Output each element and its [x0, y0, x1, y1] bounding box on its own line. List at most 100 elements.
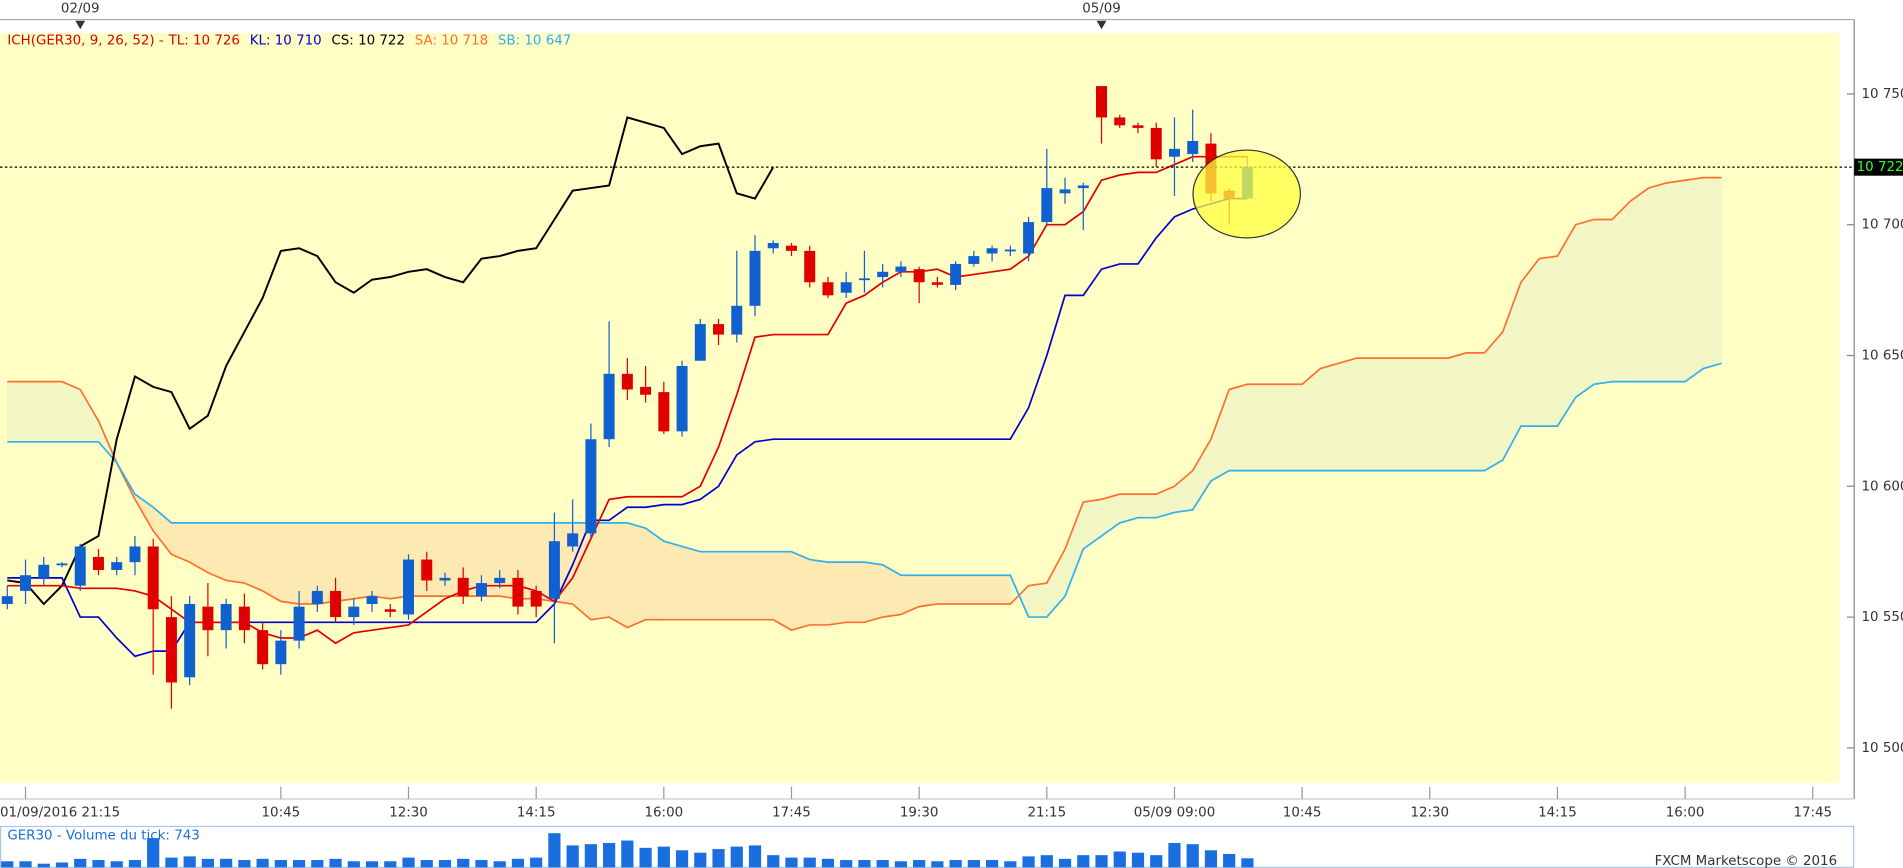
y-tick-label: 10 500	[1862, 741, 1903, 756]
cloud-segment	[1247, 383, 1266, 471]
indicator-line	[7, 362, 1722, 618]
volume-bar	[840, 860, 853, 868]
x-tick-label: 10:45	[262, 805, 301, 820]
candle-body	[767, 243, 779, 249]
volume-bar	[913, 860, 926, 868]
x-tick-label: 14:15	[1538, 805, 1577, 820]
volume-bar	[985, 860, 999, 868]
cloud-segment	[1684, 177, 1704, 383]
cloud-segment	[699, 551, 719, 621]
volume-bar	[128, 860, 142, 868]
cloud-segment	[225, 522, 245, 584]
candle-body	[457, 577, 469, 597]
candle-body	[931, 282, 943, 285]
candle-body	[165, 617, 177, 683]
cloud-segment	[1028, 582, 1048, 618]
cloud-segment	[1137, 493, 1157, 518]
cloud-segment	[335, 522, 355, 602]
cloud-segment	[663, 540, 683, 621]
cloud-segment	[1447, 352, 1467, 471]
cloud-segment	[1374, 357, 1394, 471]
volume-bar	[274, 860, 287, 868]
candle-body	[530, 590, 542, 607]
volume-bar	[457, 858, 470, 868]
candle-body	[968, 256, 980, 264]
y-tick-label: 10 650	[1862, 348, 1903, 363]
volume-bar	[55, 862, 69, 868]
volume-bar	[420, 860, 433, 868]
cloud-segment	[645, 527, 665, 621]
x-tick-label: 14:15	[517, 805, 556, 820]
candle-body	[877, 271, 889, 278]
x-tick-label: 16:00	[645, 805, 684, 820]
volume-bar	[1168, 842, 1181, 868]
candle-body	[238, 606, 250, 631]
cloud-segment	[280, 522, 300, 605]
candle-body	[694, 324, 706, 361]
indicator-line	[7, 176, 1722, 632]
cloud-segment	[244, 522, 263, 592]
cloud-segment	[809, 559, 829, 626]
candle-body	[749, 250, 761, 306]
candle-body	[293, 606, 305, 641]
x-tick-label: 10:45	[1283, 805, 1322, 820]
volume-bar	[493, 861, 506, 868]
cloud-segment	[627, 522, 646, 629]
cloud-segment	[1429, 357, 1449, 471]
volume-bar	[548, 833, 561, 868]
cloud-segment	[1648, 182, 1668, 382]
candle-body	[785, 245, 797, 251]
candle-body	[895, 266, 907, 272]
cloud-segment	[1575, 219, 1595, 398]
candle-body	[421, 559, 433, 581]
volume-bar	[657, 846, 670, 868]
candle-body	[56, 563, 68, 566]
volume-bar	[876, 860, 889, 868]
volume-bar	[748, 845, 762, 868]
candle-body	[621, 373, 633, 390]
cloud-segment	[1593, 219, 1613, 385]
volume-bar	[712, 849, 725, 868]
volume-bar	[1, 861, 14, 868]
candle-body	[403, 559, 414, 615]
volume-bar	[803, 857, 816, 868]
volume-bar	[821, 858, 835, 868]
candle-body	[1023, 222, 1035, 254]
volume-bar	[365, 861, 379, 868]
cloud-segment	[791, 551, 811, 631]
candle-body	[202, 606, 214, 631]
cloud-segment	[608, 522, 628, 629]
candle-body	[1132, 125, 1144, 128]
candle-body	[330, 590, 342, 618]
volume-bar	[183, 856, 196, 868]
cloud-segment	[1557, 223, 1576, 428]
candle-body	[1187, 141, 1199, 155]
cloud-segment	[43, 381, 63, 443]
candle-body	[512, 577, 524, 607]
last-price-label: 10 722	[1857, 160, 1903, 175]
y-tick-label: 10 700	[1862, 218, 1903, 233]
date-marker-label: 02/09	[61, 2, 100, 17]
highlight-circle	[1192, 149, 1301, 239]
volume-bar	[894, 861, 908, 868]
candle-body	[257, 630, 269, 665]
volume-bar	[694, 852, 707, 868]
cloud-segment	[827, 561, 847, 626]
candle-body	[439, 577, 451, 581]
overlay: 10 722	[0, 158, 1903, 176]
cloud-segment	[262, 522, 282, 602]
candle-body	[804, 250, 816, 283]
cloud-segment	[1283, 383, 1303, 471]
candle-body	[1041, 188, 1053, 223]
volume-bar	[1004, 861, 1017, 868]
cloud-segment	[61, 381, 81, 443]
legend-item: SB: 10 647	[498, 33, 571, 48]
candle-body	[840, 282, 852, 293]
cloud-segment	[1265, 383, 1285, 471]
cloud-segment	[681, 546, 701, 621]
volume-bar	[1223, 853, 1236, 868]
indicator-line	[7, 155, 1248, 645]
volume-bar	[603, 842, 616, 868]
volume-bar	[1022, 856, 1035, 868]
candle-body	[676, 365, 688, 432]
